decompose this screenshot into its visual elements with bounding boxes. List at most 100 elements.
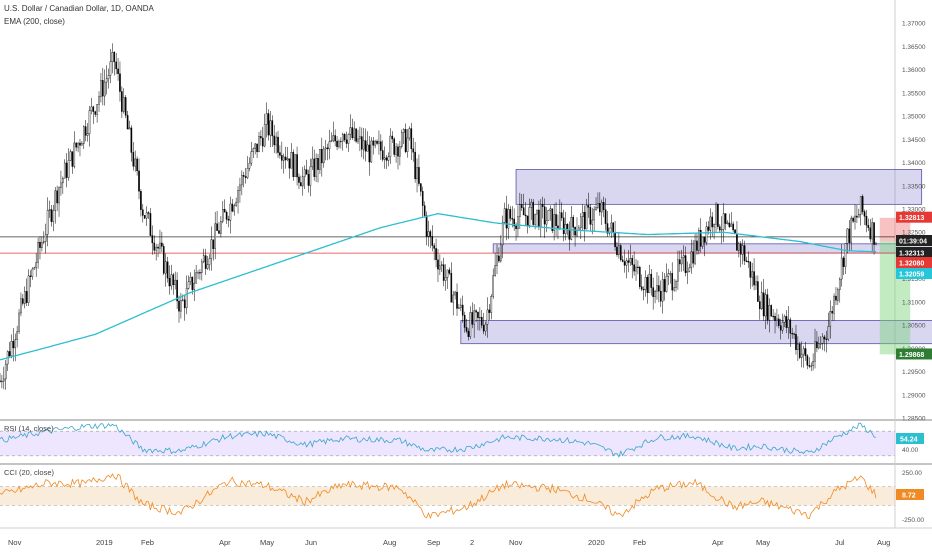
candle-body bbox=[27, 275, 30, 303]
candle-body bbox=[576, 230, 578, 236]
candle-body bbox=[227, 219, 230, 221]
candle-body bbox=[161, 242, 163, 247]
candle-body bbox=[96, 104, 98, 115]
candle-body bbox=[357, 138, 359, 142]
candle-body bbox=[330, 140, 333, 142]
candle-body bbox=[856, 215, 858, 218]
candle-body bbox=[570, 216, 573, 240]
candle-body bbox=[385, 157, 388, 161]
candle-body bbox=[279, 152, 281, 156]
candle-body bbox=[260, 136, 262, 139]
candle-body bbox=[182, 299, 184, 301]
candle-body bbox=[244, 176, 247, 178]
candle-body bbox=[107, 75, 110, 79]
candle-body bbox=[616, 246, 618, 255]
candle-body bbox=[501, 222, 504, 246]
candle-body bbox=[492, 275, 495, 297]
candle-body bbox=[128, 127, 131, 130]
candle-body bbox=[711, 216, 713, 228]
candle-body bbox=[145, 212, 148, 219]
candle-body bbox=[284, 156, 287, 161]
candle-body bbox=[366, 144, 369, 152]
candle-body bbox=[136, 158, 138, 172]
cci-band bbox=[0, 486, 895, 506]
candle-body bbox=[193, 282, 196, 290]
candle-body bbox=[397, 146, 399, 157]
candle-body bbox=[14, 339, 17, 349]
candle-body bbox=[172, 274, 175, 286]
candle-body bbox=[237, 190, 239, 203]
candle-body bbox=[343, 133, 346, 141]
candle-body bbox=[380, 141, 382, 151]
candle-body bbox=[334, 135, 336, 142]
candle-body bbox=[463, 314, 466, 328]
candle-body bbox=[450, 273, 453, 303]
candle-body bbox=[132, 152, 135, 167]
candle-body bbox=[524, 214, 527, 217]
cci-line bbox=[0, 473, 877, 520]
y-tick-label-6: 1.34000 bbox=[902, 160, 926, 167]
candle-body bbox=[669, 273, 672, 275]
candle-body bbox=[195, 272, 197, 284]
candle-body bbox=[235, 201, 237, 206]
zone-rect-2 bbox=[460, 320, 932, 345]
candle-body bbox=[513, 218, 515, 227]
candle-body bbox=[119, 73, 121, 92]
candle-body bbox=[760, 292, 763, 309]
candle-body bbox=[162, 246, 165, 274]
candle-body bbox=[239, 184, 241, 191]
candle-body bbox=[427, 231, 430, 237]
candle-body bbox=[0, 380, 1, 382]
candle-body bbox=[370, 140, 373, 163]
candle-body bbox=[488, 309, 491, 313]
candle-body bbox=[155, 246, 157, 251]
candle-body bbox=[267, 113, 270, 136]
candle-body bbox=[263, 124, 266, 147]
candle-body bbox=[496, 255, 498, 266]
candle-body bbox=[779, 325, 782, 331]
candle-body bbox=[726, 222, 729, 224]
candle-body bbox=[814, 341, 816, 362]
candle-body bbox=[88, 110, 91, 134]
candle-body bbox=[290, 152, 293, 169]
candle-body bbox=[254, 143, 256, 150]
candle-body bbox=[736, 233, 738, 251]
candle-body bbox=[39, 242, 41, 248]
candle-body bbox=[361, 136, 363, 150]
candle-body bbox=[347, 134, 350, 144]
candle-body bbox=[273, 135, 276, 146]
candle-body bbox=[745, 260, 748, 262]
candle-body bbox=[869, 227, 872, 240]
candle-body bbox=[157, 246, 159, 249]
candle-body bbox=[629, 257, 632, 263]
candle-body bbox=[210, 239, 213, 259]
candle-body bbox=[355, 128, 357, 142]
candle-body bbox=[94, 111, 97, 115]
candle-body bbox=[446, 269, 449, 278]
rsi-line bbox=[0, 422, 877, 458]
candle-body bbox=[640, 286, 643, 290]
x-tick-label-9: Nov bbox=[509, 538, 523, 547]
candle-body bbox=[633, 264, 635, 272]
candle-body bbox=[25, 291, 28, 303]
candle-body bbox=[770, 305, 773, 317]
candle-body bbox=[48, 209, 51, 211]
candle-body bbox=[440, 264, 443, 267]
candle-body bbox=[484, 324, 487, 332]
candle-body bbox=[98, 96, 100, 105]
candle-body bbox=[220, 221, 222, 234]
candle-body bbox=[408, 128, 411, 139]
candle-body bbox=[743, 245, 746, 262]
candle-body bbox=[835, 295, 837, 301]
candle-body bbox=[749, 261, 752, 278]
candle-body bbox=[65, 162, 68, 178]
candle-body bbox=[798, 343, 801, 358]
candle-body bbox=[610, 222, 613, 229]
candle-body bbox=[52, 210, 55, 222]
candle-body bbox=[644, 277, 647, 290]
candle-body bbox=[583, 212, 586, 230]
candle-body bbox=[650, 273, 653, 288]
candle-body bbox=[686, 271, 689, 273]
candle-body bbox=[738, 243, 740, 251]
candle-body bbox=[840, 257, 843, 280]
